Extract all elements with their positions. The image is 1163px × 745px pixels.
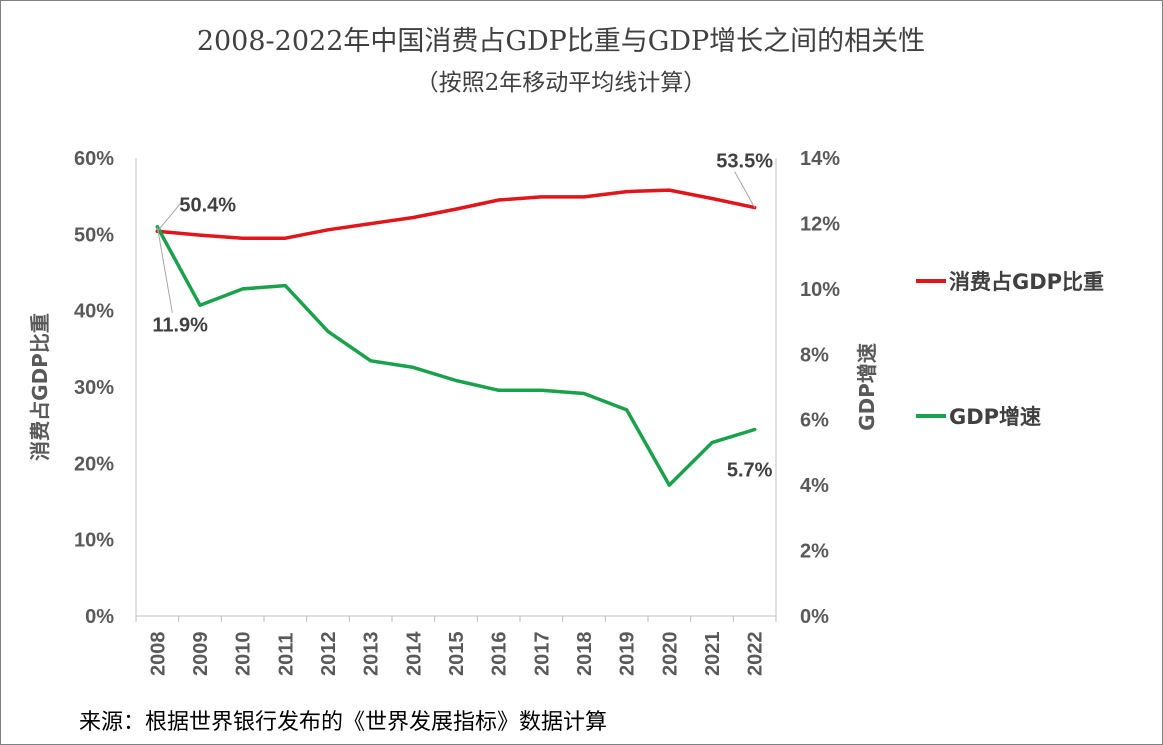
legend-consumption-label: 消费占GDP比重 (949, 270, 1104, 294)
chart-subtitle: （按照2年移动平均线计算） (415, 70, 707, 96)
gdp-growth-point (539, 388, 543, 392)
data-label: 53.5% (716, 151, 773, 173)
y-right-tick-label: 4% (800, 475, 829, 497)
y-right-tick-label: 2% (800, 541, 829, 563)
source-note: 来源：根据世界银行发布的《世界发展指标》数据计算 (79, 710, 608, 735)
legend-gdp-label: GDP增速 (949, 405, 1041, 429)
consumption-share-point (411, 216, 415, 220)
y-left-tick-label: 50% (74, 224, 114, 246)
y-left-tick-label: 40% (74, 301, 114, 323)
data-label: 5.7% (727, 460, 773, 482)
x-tick-label: 2021 (702, 632, 724, 677)
y-left-tick-label: 60% (74, 148, 114, 170)
gdp-growth-point (241, 287, 245, 291)
x-tick-label: 2012 (318, 632, 340, 677)
x-tick-label: 2017 (531, 632, 553, 677)
x-tick-label: 2013 (361, 632, 383, 677)
consumption-share-point (539, 195, 543, 199)
x-tick-label: 2019 (617, 632, 639, 677)
gdp-growth-line (155, 224, 757, 487)
x-tick-label: 2009 (190, 632, 212, 677)
consumption-share-point (625, 190, 629, 194)
x-tick-label: 2015 (446, 632, 468, 677)
data-label-leader (156, 200, 183, 232)
gdp-growth-point (667, 483, 671, 487)
gdp-growth-point (497, 388, 501, 392)
consumption-share-point (326, 228, 330, 232)
chart-title: 2008-2022年中国消费占GDP比重与GDP增长之间的相关性 (196, 26, 926, 57)
y-right-tick-label: 8% (800, 344, 829, 366)
gdp-growth-point (625, 408, 629, 412)
y-left-tick-label: 30% (74, 377, 114, 399)
y-right-tick-label: 6% (800, 410, 829, 432)
y-left-tick-label: 20% (74, 453, 114, 475)
data-label-leader (734, 171, 756, 208)
line-chart: 0% 10% 20% 30% 40% 50% 60% 0% 2% 4% 6% 8% 10% 12% 14% 2… (28, 148, 1104, 677)
x-tick-label: 2014 (403, 631, 425, 676)
gdp-growth-point (411, 365, 415, 369)
gdp-growth-point (582, 392, 586, 396)
consumption-share-line (155, 188, 757, 240)
x-tick-label: 2011 (275, 633, 297, 676)
consumption-share-point (667, 188, 671, 192)
gdp-growth-point (710, 441, 714, 445)
consumption-share-point (582, 195, 586, 199)
x-tick-label: 2020 (659, 632, 681, 677)
gdp-growth-point (283, 284, 287, 288)
consumption-share-point (369, 222, 373, 226)
y-right-tick-label: 10% (800, 279, 840, 301)
consumption-share-point (283, 236, 287, 240)
consumption-share-point (497, 198, 501, 202)
y-right-tick-label: 14% (800, 148, 840, 170)
y-right-tick-label: 0% (800, 606, 829, 628)
y-left-axis-title: 消费占GDP比重 (28, 313, 52, 461)
y-left-tick-label: 0% (85, 606, 114, 628)
x-tick-label: 2008 (147, 632, 169, 677)
consumption-share-point (710, 196, 714, 200)
y-right-tick-label: 12% (800, 213, 840, 235)
x-tick-label: 2016 (489, 632, 511, 677)
y-left-tick-label: 10% (74, 530, 114, 552)
gdp-growth-point (454, 378, 458, 382)
gdp-growth-point (753, 428, 757, 432)
gdp-growth-point (326, 329, 330, 333)
data-label: 50.4% (179, 194, 236, 216)
gdp-growth-point (369, 359, 373, 363)
gdp-growth-point (198, 303, 202, 307)
x-tick-label: 2022 (745, 632, 767, 677)
consumption-share-point (454, 207, 458, 211)
x-tick-label: 2010 (233, 632, 255, 677)
consumption-share-point (198, 233, 202, 237)
consumption-share-point (241, 236, 245, 240)
x-tick-label: 2018 (574, 632, 596, 677)
data-label-leader (156, 226, 173, 313)
y-right-axis-title: GDP增速 (855, 343, 879, 431)
data-label: 11.9% (152, 315, 208, 337)
